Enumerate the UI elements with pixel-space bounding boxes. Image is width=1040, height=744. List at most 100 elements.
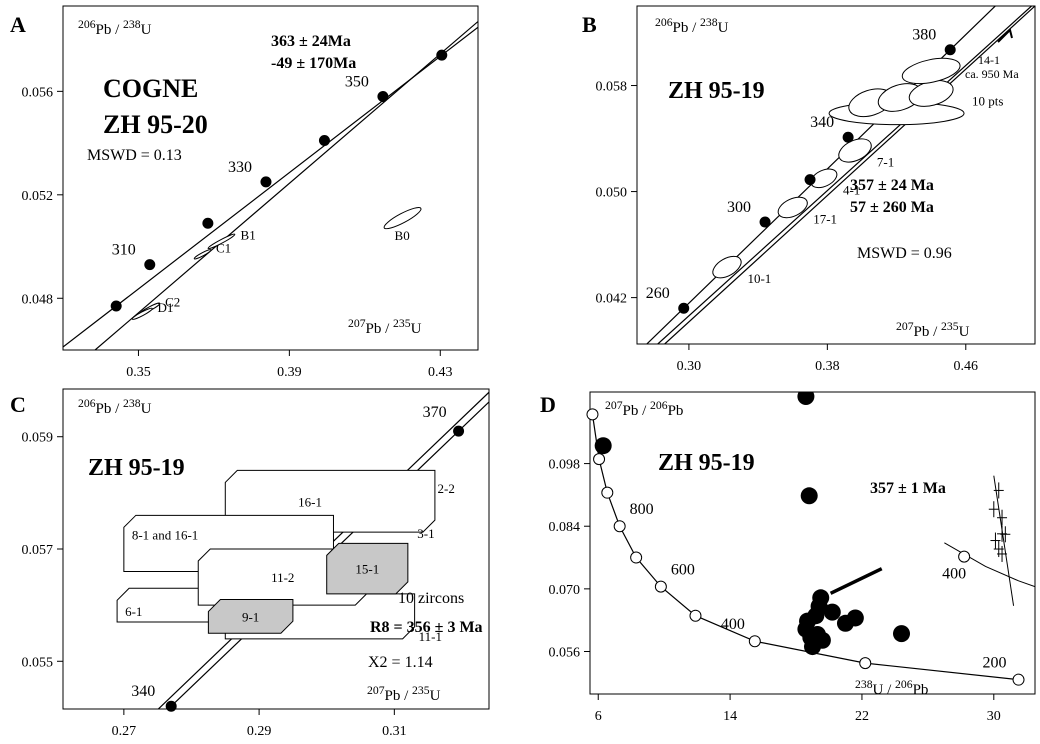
panel-a-concordia-point-2	[202, 217, 214, 229]
panel-c-concordia-point-1	[453, 425, 465, 437]
panel-b-concordia-point-2	[804, 174, 816, 186]
panel-b-plot-area	[645, 6, 1035, 344]
panel-c-xlabel: 207Pb / 235U	[367, 684, 441, 704]
panel-d-tera-line	[993, 475, 1015, 606]
panel-d-letter: D	[540, 392, 556, 417]
panel-c-side-label-1: 3-1	[417, 526, 434, 541]
panel-a-ytick-label-2: 0.056	[22, 85, 54, 100]
panel-d-concordia-point-1	[593, 453, 606, 466]
panel-a-ytick-label-1: 0.052	[22, 189, 54, 204]
panel-c-ytick-label-2: 0.059	[22, 431, 54, 446]
panel-a-concordia-point-0	[110, 300, 122, 312]
panel-a-ellipse-label-4: B0	[395, 228, 410, 243]
panel-d-concordia-point-5	[654, 580, 667, 593]
panel-b-concordia-point-1	[759, 216, 771, 228]
panel-c-box-label-1: 8-1 and 16-1	[132, 527, 198, 542]
panel-d-age-label-9: 200	[983, 655, 1007, 672]
panel-b-discordia-line-0	[657, 6, 1032, 344]
panel-b: B 0.30 0.38 0.46 0.042 0.050 0.058 260 300 340 38…	[582, 5, 1036, 374]
panel-b-age-label-3: 340	[810, 114, 834, 131]
panel-a-ellipse-0	[207, 233, 236, 250]
panel-c: C 0.27 0.29 0.31 0.055 0.057 0.059 340 370 16-1 8…	[10, 388, 490, 739]
panel-a-concordia-point-3	[260, 176, 272, 188]
panel-b-ylabel: 206Pb / 238U	[655, 16, 729, 36]
panel-a-age-0: 363 ± 24Ma	[271, 33, 351, 50]
panel-a-xtick-label-1: 0.39	[277, 365, 302, 380]
panel-a-ellipse-1	[193, 249, 212, 260]
panel-a-concordia-point-1	[144, 259, 156, 271]
panel-b-ellipse-1	[777, 196, 808, 219]
panel-b-title-0: ZH 95-19	[668, 78, 765, 104]
panel-b-ytick-label-2: 0.058	[596, 80, 628, 95]
panel-d-solid-point-13	[893, 625, 910, 643]
panel-a-ylabel: 206Pb / 238U	[78, 18, 152, 38]
panel-d-solid-point-15	[813, 631, 831, 649]
panel-d-ylabel: 207Pb / 206Pb	[605, 399, 683, 419]
panel-c-box-label-2: 6-1	[125, 604, 142, 619]
panel-c-box-label-4: 11-2	[271, 570, 294, 585]
panel-d-xtick-label-2: 22	[855, 709, 869, 724]
panel-c-xtick-label-0: 0.27	[112, 724, 137, 739]
panel-d-concordia-point-7	[748, 635, 761, 648]
panel-a-frame	[62, 5, 479, 351]
panel-b-frame	[636, 5, 1036, 345]
panel-d-age-label-7: 400	[721, 616, 745, 633]
panel-d-concordia-point-9	[1012, 673, 1025, 686]
panel-b-xlabel: 207Pb / 235U	[896, 320, 970, 340]
panel-d-title-0: ZH 95-19	[658, 450, 755, 476]
panel-a-xlabel: 207Pb / 235U	[348, 317, 422, 337]
panel-c-ytick-label-0: 0.055	[22, 655, 54, 670]
panel-d-xlabel: 238U / 206Pb	[855, 678, 928, 698]
panel-b-concordia-point-0	[678, 302, 690, 314]
panel-d-solid-point-8	[823, 603, 841, 621]
panel-b-age-0: 357 ± 24 Ma	[850, 177, 934, 194]
panel-d-age-0: 357 ± 1 Ma	[870, 480, 946, 497]
panel-c-box-label-6: 9-1	[242, 609, 259, 624]
panel-a-title-1: ZH 95-20	[103, 110, 208, 139]
panel-c-letter: C	[10, 392, 26, 417]
panel-b-ellipse-3	[838, 138, 872, 163]
panel-d-concordia-point-8	[859, 657, 872, 670]
panel-d-solid-point-2	[800, 487, 818, 505]
panel-a: A 0.35 0.39 0.43 0.048 0.052 0.056 310 330 350 B1…	[10, 5, 479, 380]
panel-d-solid-point-7	[812, 589, 830, 607]
panel-c-ylabel: 206Pb / 238U	[78, 397, 152, 417]
panel-c-title-0: ZH 95-19	[88, 455, 185, 481]
panel-a-ellipse-3	[131, 307, 153, 320]
panel-c-xtick-label-2: 0.31	[382, 724, 407, 739]
panel-d-inset-label: 400	[942, 566, 966, 583]
panel-d-ytick-label-1: 0.070	[549, 583, 581, 598]
panel-a-concordia-point-4	[318, 134, 330, 146]
panel-d-plot-area	[591, 392, 1035, 681]
panel-b-concordia-point-4	[944, 44, 956, 56]
panel-a-concordia-point-5	[377, 91, 389, 103]
panel-c-ytick-label-1: 0.057	[22, 543, 54, 558]
panel-a-title-0: COGNE	[103, 74, 198, 103]
panel-d-solid-point-10	[846, 609, 864, 627]
panel-d-concordia-point-0	[586, 408, 599, 421]
panel-d-ytick-label-2: 0.084	[549, 520, 581, 535]
panel-b-letter: B	[582, 12, 597, 37]
panel-b-age-label-1: 300	[727, 199, 751, 216]
panel-b-plot: 0.30 0.38 0.46 0.042 0.050 0.058 260 300 340 380 1…	[596, 6, 1035, 374]
panel-a-letter: A	[10, 12, 26, 37]
panel-b-xtick-label-2: 0.46	[954, 359, 979, 374]
panel-b-ellipse-0	[712, 255, 742, 279]
panel-b-ellipse-label-2: 4-1	[843, 182, 860, 197]
panel-d-concordia-point-6	[689, 609, 702, 622]
panel-b-mswd: MSWD = 0.96	[857, 245, 952, 262]
panel-d: D 6 14 22 30 0.056 0.070 0.084 0.098 800 600 400 20…	[540, 391, 1036, 724]
panel-b-discordia-line-1	[664, 6, 1035, 344]
panel-d-concordia-point-3	[613, 520, 626, 533]
panel-d-dash	[829, 567, 883, 595]
panel-d-xtick-label-0: 6	[595, 709, 602, 724]
panel-b-ellipse-8	[901, 57, 961, 85]
panel-d-solid-point-1	[594, 437, 612, 455]
panel-d-concordia-point-4	[630, 551, 643, 564]
panel-a-age-label-3: 330	[228, 159, 252, 176]
panel-d-concordia-point-2	[601, 486, 614, 499]
panel-c-age-label-0: 340	[131, 683, 155, 700]
panel-d-ytick-label-3: 0.098	[549, 458, 581, 473]
panel-d-ytick-label-0: 0.056	[549, 645, 581, 660]
